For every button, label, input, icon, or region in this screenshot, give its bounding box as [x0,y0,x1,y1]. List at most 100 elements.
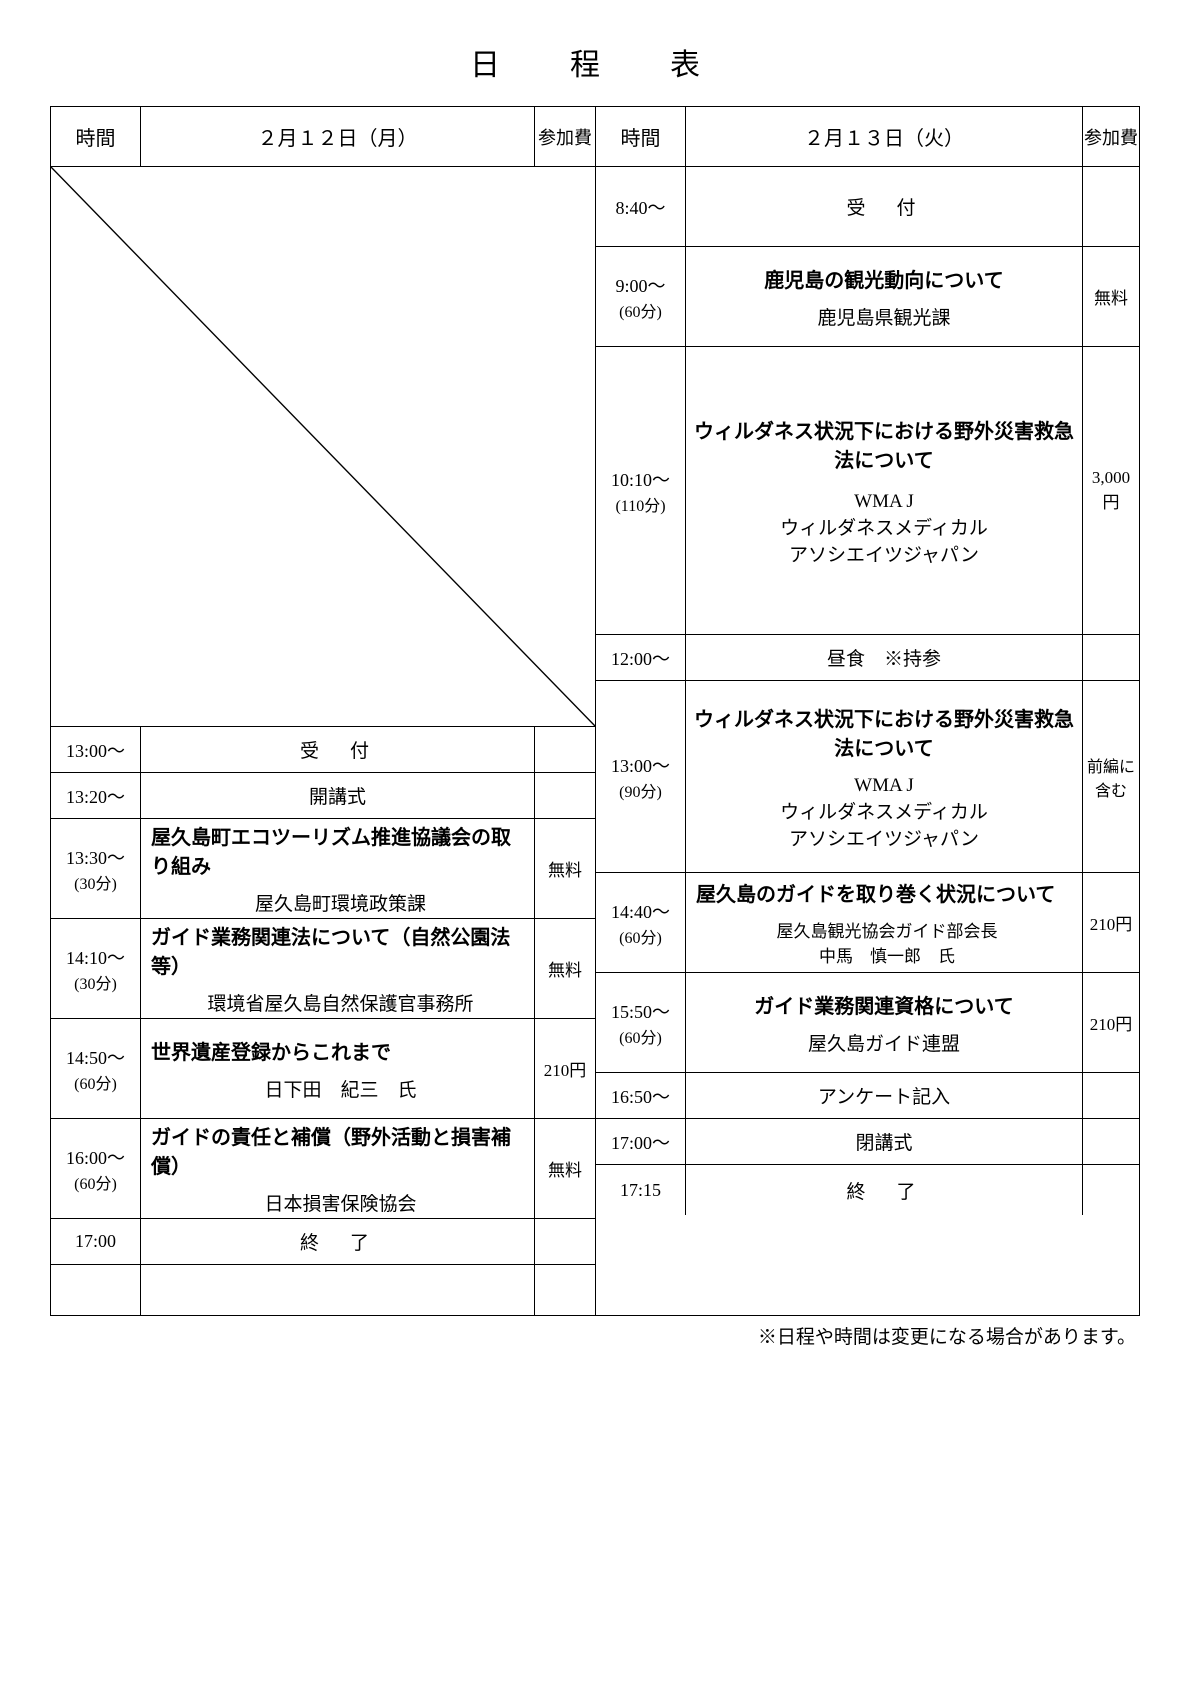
session-title: ウィルダネス状況下における野外災害救急法について [690,415,1078,473]
content-cell: ガイド業務関連法について（自然公園法等） 環境省屋久島自然保護官事務所 [141,919,535,1018]
session-title: 世界遺産登録からこれまで [151,1036,391,1065]
content-cell: 開講式 [141,773,535,818]
content-cell: 屋久島のガイドを取り巻く状況について 屋久島観光協会ガイド部会長 中馬 慎一郎 … [686,873,1083,972]
session-presenter: 日下田 紀三 氏 [264,1075,416,1102]
day1-empty-morning [51,167,595,727]
session-presenter: ウィルダネスメディカル [780,797,988,824]
fee-cell: 無料 [1083,247,1139,346]
schedule-table: 時間 ２月１２日（月） 参加費 13:00～ 受 付 13:20～ 開講式 13… [50,106,1140,1316]
fee-cell: 3,000円 [1083,347,1139,634]
time-text: 10:10～ [611,466,670,492]
content-cell: 屋久島町エコツーリズム推進協議会の取り組み 屋久島町環境政策課 [141,819,535,918]
table-row: 14:50～ (60分) 世界遺産登録からこれまで 日下田 紀三 氏 210円 [51,1019,595,1119]
content-cell: 昼食 ※持参 [686,635,1083,680]
time-cell: 9:00～ (60分) [596,247,686,346]
fee-cell [535,1219,595,1264]
content-cell: 世界遺産登録からこれまで 日下田 紀三 氏 [141,1019,535,1118]
content-cell: 受 付 [141,727,535,772]
time-cell: 14:10～ (30分) [51,919,141,1018]
table-row: 8:40～ 受 付 [596,167,1139,247]
time-cell: 10:10～ (110分) [596,347,686,634]
time-cell: 13:30～ (30分) [51,819,141,918]
content-cell: 鹿児島の観光動向について 鹿児島県観光課 [686,247,1083,346]
fee-cell: 210円 [1083,873,1139,972]
time-cell: 14:40～ (60分) [596,873,686,972]
session-presenter: 屋久島観光協会ガイド部会長 [777,917,998,942]
fee-cell [1083,1119,1139,1164]
time-cell: 8:40～ [596,167,686,246]
session-presenter: WMA J [854,491,914,513]
session-title: ガイド業務関連法について（自然公園法等） [151,921,530,979]
duration-text: (110分) [615,492,665,516]
header-day1: ２月１２日（月） [141,107,535,166]
content-cell: アンケート記入 [686,1073,1083,1118]
fee-cell: 210円 [1083,973,1139,1072]
time-text: 16:00～ [66,1144,125,1170]
time-cell: 17:00～ [596,1119,686,1164]
content-cell: 閉講式 [686,1119,1083,1164]
time-cell: 12:00～ [596,635,686,680]
day1-header: 時間 ２月１２日（月） 参加費 [51,107,595,167]
time-cell: 16:00～ (60分) [51,1119,141,1218]
duration-text: (60分) [619,298,662,322]
table-row: 10:10～ (110分) ウィルダネス状況下における野外災害救急法について W… [596,347,1139,635]
time-text: 13:00～ [611,752,670,778]
fee-cell: 無料 [535,819,595,918]
time-cell: 17:15 [596,1165,686,1215]
session-presenter: WMA J [854,775,914,797]
table-row: 17:00～ 閉講式 [596,1119,1139,1165]
content-cell: ガイドの責任と補償（野外活動と損害補償） 日本損害保険協会 [141,1119,535,1218]
table-row: 14:40～ (60分) 屋久島のガイドを取り巻く状況について 屋久島観光協会ガ… [596,873,1139,973]
session-title: 屋久島町エコツーリズム推進協議会の取り組み [151,821,530,879]
time-text: 14:50～ [66,1044,125,1070]
table-row: 12:00～ 昼食 ※持参 [596,635,1139,681]
table-row: 13:00～ (90分) ウィルダネス状況下における野外災害救急法について WM… [596,681,1139,873]
time-text: 14:10～ [66,944,125,970]
fee-cell [535,1265,595,1315]
fee-cell [535,773,595,818]
fee-cell: 無料 [535,1119,595,1218]
content-cell: 終 了 [686,1165,1083,1215]
content-cell: ウィルダネス状況下における野外災害救急法について WMA J ウィルダネスメディ… [686,347,1083,634]
session-presenter: 日本損害保険協会 [264,1189,416,1216]
day2-header: 時間 ２月１３日（火） 参加費 [596,107,1139,167]
duration-text: (30分) [74,870,117,894]
duration-text: (60分) [74,1070,117,1094]
header-day2: ２月１３日（火） [686,107,1083,166]
table-row: 16:00～ (60分) ガイドの責任と補償（野外活動と損害補償） 日本損害保険… [51,1119,595,1219]
fee-cell [1083,1165,1139,1215]
day2-column: 時間 ２月１３日（火） 参加費 8:40～ 受 付 9:00～ (60分) 鹿児… [595,107,1139,1315]
fee-cell: 前編に含む [1083,681,1139,872]
table-row: 13:30～ (30分) 屋久島町エコツーリズム推進協議会の取り組み 屋久島町環… [51,819,595,919]
session-title: 鹿児島の観光動向について [764,264,1003,293]
duration-text: (60分) [619,924,662,948]
day1-column: 時間 ２月１２日（月） 参加費 13:00～ 受 付 13:20～ 開講式 13… [51,107,595,1315]
session-presenter: ウィルダネスメディカル [780,513,988,540]
page-title: 日 程 表 [50,40,1140,84]
time-cell: 13:00～ [51,727,141,772]
time-text: 9:00～ [615,272,665,298]
time-cell: 13:20～ [51,773,141,818]
header-time: 時間 [596,107,686,166]
fee-cell [535,727,595,772]
header-fee: 参加費 [1083,107,1139,166]
table-row: 14:10～ (30分) ガイド業務関連法について（自然公園法等） 環境省屋久島… [51,919,595,1019]
fee-cell [1083,167,1139,246]
duration-text: (60分) [619,1024,662,1048]
table-row: 9:00～ (60分) 鹿児島の観光動向について 鹿児島県観光課 無料 [596,247,1139,347]
content-cell [141,1265,535,1315]
session-presenter: 屋久島町環境政策課 [255,889,426,916]
time-text: 15:50～ [611,998,670,1024]
session-presenter: 環境省屋久島自然保護官事務所 [207,989,473,1016]
session-presenter: 屋久島ガイド連盟 [808,1029,960,1056]
session-title: 屋久島のガイドを取り巻く状況について [696,878,1055,907]
header-fee: 参加費 [535,107,595,166]
fee-cell: 210円 [535,1019,595,1118]
session-presenter: アソシエイツジャパン [789,824,979,851]
time-cell: 14:50～ (60分) [51,1019,141,1118]
time-text: 13:30～ [66,844,125,870]
time-cell: 16:50～ [596,1073,686,1118]
fee-cell: 無料 [535,919,595,1018]
fee-cell [1083,635,1139,680]
table-row: 15:50～ (60分) ガイド業務関連資格について 屋久島ガイド連盟 210円 [596,973,1139,1073]
